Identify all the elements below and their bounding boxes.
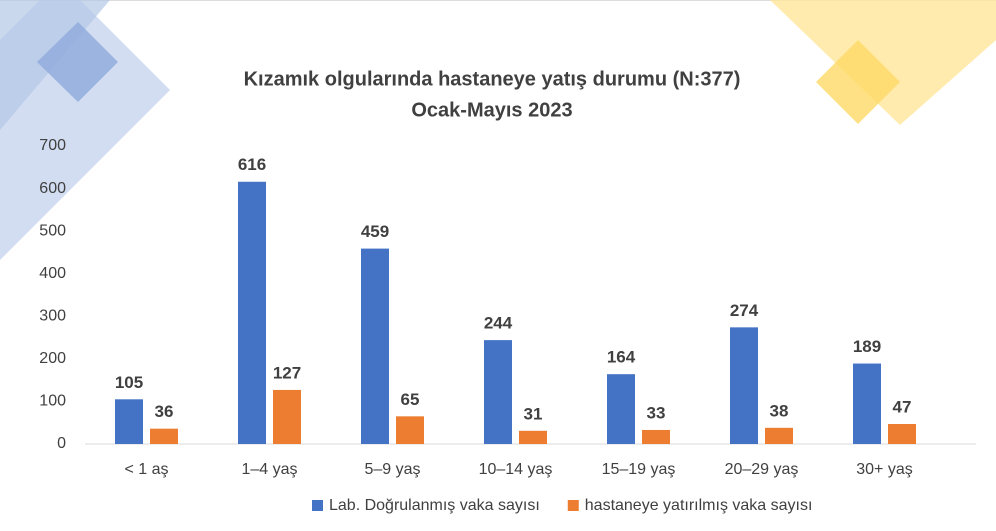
y-tick-label: 0 bbox=[57, 435, 66, 452]
y-tick-label: 300 bbox=[39, 308, 66, 325]
data-label: 31 bbox=[524, 404, 543, 423]
bar bbox=[765, 427, 793, 444]
x-tick-label: 20–29 yaş bbox=[725, 461, 799, 478]
data-label: 189 bbox=[853, 337, 881, 356]
x-tick-label: < 1 aş bbox=[124, 461, 168, 478]
chart-title: Kızamık olgularında hastaneye yatış duru… bbox=[244, 68, 741, 90]
bar bbox=[519, 430, 547, 444]
bar bbox=[642, 429, 670, 444]
legend-label: hastaneye yatırılmış vaka sayısı bbox=[585, 497, 813, 514]
decoration bbox=[37, 22, 118, 102]
bar bbox=[607, 374, 635, 444]
y-tick-label: 100 bbox=[39, 393, 66, 410]
data-label: 127 bbox=[273, 363, 301, 382]
data-label: 244 bbox=[484, 314, 513, 333]
decoration bbox=[816, 40, 900, 124]
bar bbox=[115, 399, 143, 444]
data-label: 164 bbox=[607, 348, 636, 367]
bar bbox=[730, 327, 758, 444]
x-tick-label: 5–9 yaş bbox=[364, 461, 420, 478]
data-label: 616 bbox=[238, 155, 266, 174]
y-tick-label: 600 bbox=[39, 180, 66, 197]
x-tick-label: 15–19 yaş bbox=[602, 461, 676, 478]
y-tick-label: 500 bbox=[39, 222, 66, 239]
data-label: 38 bbox=[770, 401, 789, 420]
x-tick-label: 1–4 yaş bbox=[241, 461, 297, 478]
bar bbox=[150, 428, 178, 444]
legend-swatch bbox=[312, 500, 323, 511]
data-label: 33 bbox=[647, 403, 666, 422]
y-tick-label: 200 bbox=[39, 350, 66, 367]
x-tick-label: 30+ yaş bbox=[856, 461, 912, 478]
legend-label: Lab. Doğrulanmış vaka sayısı bbox=[329, 497, 540, 514]
decoration bbox=[770, 0, 996, 125]
y-tick-label: 400 bbox=[39, 265, 66, 282]
bar bbox=[361, 248, 389, 444]
bar bbox=[238, 181, 266, 444]
legend-swatch bbox=[567, 500, 579, 511]
data-label: 105 bbox=[115, 373, 143, 392]
bar bbox=[396, 416, 424, 444]
x-tick-label: 10–14 yaş bbox=[479, 461, 553, 478]
bar bbox=[888, 423, 916, 444]
bar bbox=[484, 340, 512, 444]
y-tick-label: 700 bbox=[39, 137, 66, 154]
chart-subtitle: Ocak-Mayıs 2023 bbox=[411, 99, 572, 121]
bar bbox=[853, 363, 881, 444]
bar bbox=[273, 389, 301, 444]
data-label: 65 bbox=[401, 390, 420, 409]
data-label: 47 bbox=[893, 397, 912, 416]
data-label: 274 bbox=[730, 301, 759, 320]
data-label: 36 bbox=[155, 402, 174, 421]
data-label: 459 bbox=[361, 222, 389, 241]
